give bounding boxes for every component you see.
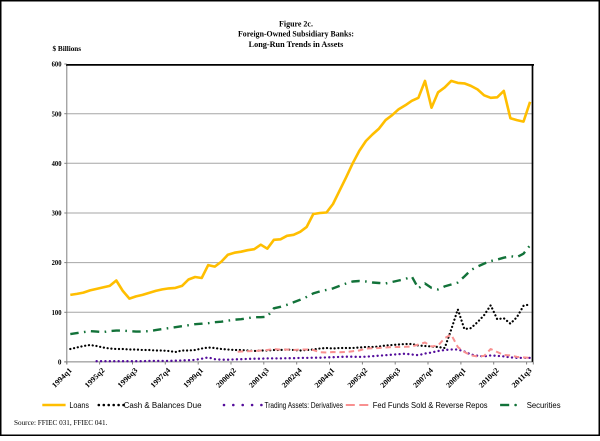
svg-text:300: 300 (52, 209, 62, 218)
svg-text:Source: FFIEC 031, FFIEC 041.: Source: FFIEC 031, FFIEC 041. (14, 418, 107, 427)
svg-text:500: 500 (52, 109, 62, 118)
svg-text:100: 100 (52, 308, 62, 317)
svg-text:$ Billions: $ Billions (53, 44, 82, 53)
svg-text:200: 200 (52, 258, 62, 267)
svg-text:Foreign-Owned Subsidiary Banks: Foreign-Owned Subsidiary Banks: (238, 30, 354, 39)
svg-text:Figure 2c.: Figure 2c. (279, 20, 313, 29)
svg-text:400: 400 (52, 159, 62, 168)
svg-text:Fed Funds Sold & Reverse Repos: Fed Funds Sold & Reverse Repos (373, 401, 488, 410)
svg-text:Trading Assets: Derivatives: Trading Assets: Derivatives (265, 401, 344, 410)
svg-text:0: 0 (58, 358, 62, 367)
svg-text:Securities: Securities (527, 401, 561, 410)
svg-text:600: 600 (52, 60, 62, 69)
svg-text:Loans: Loans (69, 401, 89, 410)
svg-text:Long-Run Trends in Assets: Long-Run Trends in Assets (249, 40, 344, 49)
svg-text:Cash & Balances Due: Cash & Balances Due (124, 401, 202, 410)
